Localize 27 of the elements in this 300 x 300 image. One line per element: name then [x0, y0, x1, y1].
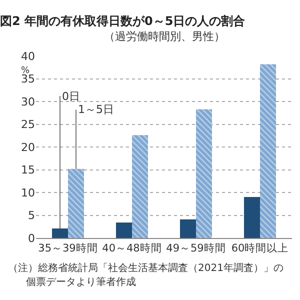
y-tick-label: 40	[21, 50, 35, 63]
bar	[180, 219, 196, 238]
y-tick-label: 5	[28, 209, 35, 222]
y-tick-label: 35	[21, 72, 35, 86]
text: 1～5日	[78, 103, 114, 116]
bar	[260, 64, 276, 238]
bar	[132, 135, 148, 238]
bar	[52, 228, 68, 238]
y-tick-label: 0	[28, 232, 35, 245]
text: 個票データより筆者作成	[26, 276, 136, 288]
x-tick-label: 35～39時間	[38, 242, 98, 255]
y-tick-label: 20	[21, 140, 35, 154]
x-tick-label: 60時間以上	[231, 242, 289, 255]
text: （注）総務省統計局「社会生活基本調査（2021年調査）」の	[8, 262, 284, 274]
text: 0日	[62, 90, 80, 103]
x-tick-label: 49～59時間	[166, 242, 226, 255]
y-tick-label: 15	[21, 164, 35, 177]
chart-subtitle: （過労働時間別、男性）	[104, 30, 225, 43]
y-tick-label: 30	[21, 95, 35, 108]
chart-title: 図2 年間の有休取得日数が0～5日の人の割合	[0, 14, 246, 28]
bar	[116, 222, 132, 238]
y-tick-label: 25	[21, 118, 35, 132]
bar	[244, 197, 260, 238]
x-tick-label: 40～48時間	[102, 242, 162, 255]
bar	[196, 109, 212, 238]
bar	[68, 168, 84, 238]
y-tick-label: 10	[21, 186, 35, 200]
